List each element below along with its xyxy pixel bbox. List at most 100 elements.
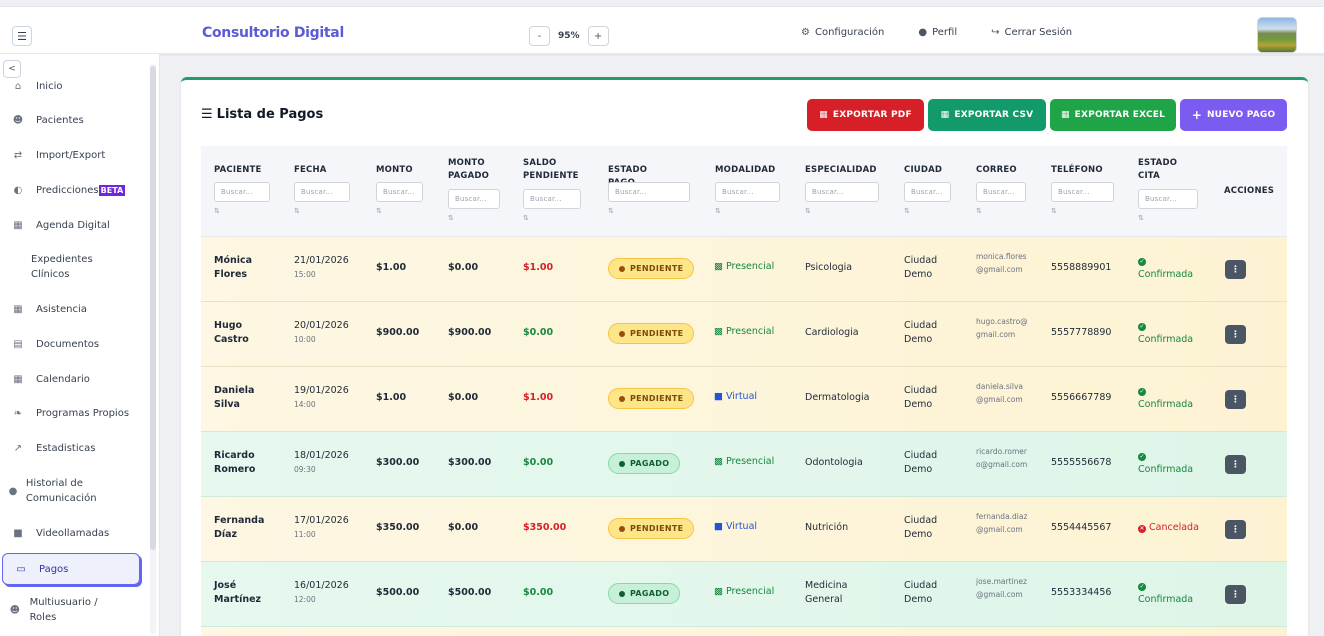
sidebar-item-label: Agenda Digital <box>36 220 110 231</box>
brain-icon: ◐ <box>13 185 23 196</box>
sort-icon[interactable]: ⇅ <box>376 207 383 215</box>
sort-icon[interactable]: ⇅ <box>1138 214 1145 222</box>
filter-monto-pagado-input[interactable]: Buscar... <box>448 189 500 209</box>
filter-estado-cita-input[interactable]: Buscar... <box>1138 189 1198 209</box>
zoom-in-button[interactable]: + <box>587 26 609 46</box>
row-actions-button[interactable]: ⋮ <box>1225 585 1246 604</box>
sidebar-item-inicio[interactable]: ⌂ Inicio <box>0 79 146 94</box>
row-actions-button[interactable]: ⋮ <box>1225 520 1246 539</box>
sidebar-item-estadisticas[interactable]: ↗ Estadisticas <box>0 441 146 456</box>
sort-icon[interactable]: ⇅ <box>523 214 530 222</box>
document-icon: ▤ <box>13 339 23 350</box>
sidebar-item-import-export[interactable]: ⇄ Import/Export <box>0 148 146 163</box>
filter-correo-input[interactable]: Buscar... <box>976 182 1026 202</box>
building-icon: ▩ <box>714 586 723 597</box>
sidebar-item-pagos[interactable]: ▭ Pagos <box>2 553 140 585</box>
export-pdf-button[interactable]: ▦ EXPORTAR PDF <box>807 99 924 131</box>
column-header-label: SALDO PENDIENTE <box>523 158 579 181</box>
sidebar-item-label: Pagos <box>39 563 69 575</box>
modalidad-label: Presencial <box>725 586 775 597</box>
table-row[interactable] <box>201 627 1287 636</box>
sidebar-item-multiusuario[interactable]: ☻ Multiusuario / Roles <box>0 595 110 625</box>
sort-icon[interactable]: ⇅ <box>805 207 812 215</box>
cell-monto: $500.00 <box>376 587 420 598</box>
sidebar-item-videollamadas[interactable]: ■ Videollamadas <box>0 526 146 541</box>
logout-link[interactable]: ↪ Cerrar Sesión <box>991 27 1072 38</box>
row-actions-button[interactable]: ⋮ <box>1225 390 1246 409</box>
sidebar-scrollbar-thumb[interactable] <box>150 66 156 550</box>
video-icon: ■ <box>714 391 723 402</box>
cell-paciente: Ricardo Romero <box>214 450 256 475</box>
filter-telefono-input[interactable]: Buscar... <box>1051 182 1114 202</box>
export-csv-button[interactable]: ▦ EXPORTAR CSV <box>928 99 1046 131</box>
sort-icon[interactable]: ⇅ <box>448 214 455 222</box>
sort-icon[interactable]: ⇅ <box>608 207 615 215</box>
zoom-out-button[interactable]: - <box>529 26 550 46</box>
sort-icon[interactable]: ⇅ <box>976 207 983 215</box>
cell-monto-pagado: $300.00 <box>448 457 492 468</box>
status-badge: PAGADO <box>608 583 681 604</box>
cell-telefono: 5553334456 <box>1051 587 1112 598</box>
sidebar-item-historial[interactable]: ● Historial de Comunicación <box>0 476 120 506</box>
cell-ciudad: Ciudad Demo <box>904 580 938 605</box>
sort-icon[interactable]: ⇅ <box>904 207 911 215</box>
row-actions-button[interactable]: ⋮ <box>1225 260 1246 279</box>
row-actions-button[interactable]: ⋮ <box>1225 455 1246 474</box>
sidebar-item-calendario[interactable]: ▦ Calendario <box>0 372 146 387</box>
cell-fecha-time: 10:00 <box>294 335 316 344</box>
cell-fecha: 17/01/2026 11:00 <box>294 514 349 542</box>
collapse-sidebar-button[interactable]: < <box>3 60 21 78</box>
table-row[interactable]: Ricardo Romero 18/01/2026 09:30 $300.00 $… <box>201 432 1287 497</box>
cell-estado-cita: ✓ Confirmada <box>1138 579 1193 607</box>
cell-correo: ricardo.romero@gmail.com <box>976 447 1028 469</box>
hamburger-menu-icon[interactable]: ☰ <box>12 26 32 46</box>
sidebar-item-documentos[interactable]: ▤ Documentos <box>0 337 146 352</box>
export-excel-label: EXPORTAR EXCEL <box>1074 110 1166 120</box>
cell-ciudad: Ciudad Demo <box>904 450 938 475</box>
filter-modalidad-input[interactable]: Buscar... <box>715 182 780 202</box>
table-row[interactable]: Mónica Flores 21/01/2026 15:00 $1.00 $0.0… <box>201 237 1287 302</box>
settings-link[interactable]: ⚙ Configuración <box>801 27 884 38</box>
status-badge: PENDIENTE <box>608 258 695 279</box>
table-row[interactable]: Daniela Silva 19/01/2026 14:00 $1.00 $0.0… <box>201 367 1287 432</box>
row-actions-button[interactable]: ⋮ <box>1225 325 1246 344</box>
table-row[interactable]: Fernanda Díaz 17/01/2026 11:00 $350.00 $0… <box>201 497 1287 562</box>
cita-label: Confirmada <box>1138 269 1194 280</box>
sort-icon[interactable]: ⇅ <box>214 207 221 215</box>
filter-paciente-input[interactable]: Buscar... <box>214 182 270 202</box>
sidebar-item-predicciones[interactable]: ◐ Predicciones BETA <box>0 183 146 198</box>
filter-especialidad-input[interactable]: Buscar... <box>805 182 879 202</box>
cell-saldo: $1.00 <box>523 392 554 403</box>
cell-fecha-date: 20/01/2026 <box>294 320 349 331</box>
sort-icon[interactable]: ⇅ <box>715 207 722 215</box>
cell-correo: monica.flores@gmail.com <box>976 252 1027 274</box>
sort-icon[interactable]: ⇅ <box>1051 207 1058 215</box>
cell-saldo: $0.00 <box>523 587 554 598</box>
app-brand[interactable]: Consultorio Digital <box>202 25 344 41</box>
export-excel-button[interactable]: ▦ EXPORTAR EXCEL <box>1050 99 1176 131</box>
sort-icon[interactable]: ⇅ <box>294 207 301 215</box>
column-header-label: CORREO <box>976 165 1017 175</box>
filter-monto-input[interactable]: Buscar... <box>376 182 423 202</box>
status-badge-label: PENDIENTE <box>630 329 684 338</box>
sidebar-item-pacientes[interactable]: ☻ Pacientes <box>0 113 146 128</box>
sidebar-item-expedientes[interactable]: Expedientes Clínicos <box>0 252 120 282</box>
profile-link[interactable]: ● Perfil <box>918 27 957 38</box>
cell-saldo: $0.00 <box>523 327 554 338</box>
filter-ciudad-input[interactable]: Buscar... <box>904 182 951 202</box>
table-row[interactable]: Hugo Castro 20/01/2026 10:00 $900.00 $900… <box>201 302 1287 367</box>
new-payment-button[interactable]: + NUEVO PAGO <box>1180 99 1287 131</box>
sidebar-item-agenda[interactable]: ▦ Agenda Digital <box>0 218 146 233</box>
filter-saldo-input[interactable]: Buscar... <box>523 189 581 209</box>
file-csv-icon: ▦ <box>940 110 950 120</box>
sidebar-item-asistencia[interactable]: ▦ Asistencia <box>0 302 146 317</box>
money-icon: ▭ <box>16 563 26 575</box>
users-icon: ☻ <box>12 115 24 126</box>
filter-fecha-input[interactable]: Buscar... <box>294 182 350 202</box>
cell-fecha-date: 21/01/2026 <box>294 255 349 266</box>
sidebar-item-programas[interactable]: ❧ Programas Propios <box>0 406 146 421</box>
avatar[interactable] <box>1257 17 1297 53</box>
filter-estado-pago-input[interactable]: Buscar... <box>608 182 690 202</box>
cell-especialidad: Cardiologia <box>805 327 859 338</box>
table-row[interactable]: José Martínez 16/01/2026 12:00 $500.00 $5… <box>201 562 1287 627</box>
